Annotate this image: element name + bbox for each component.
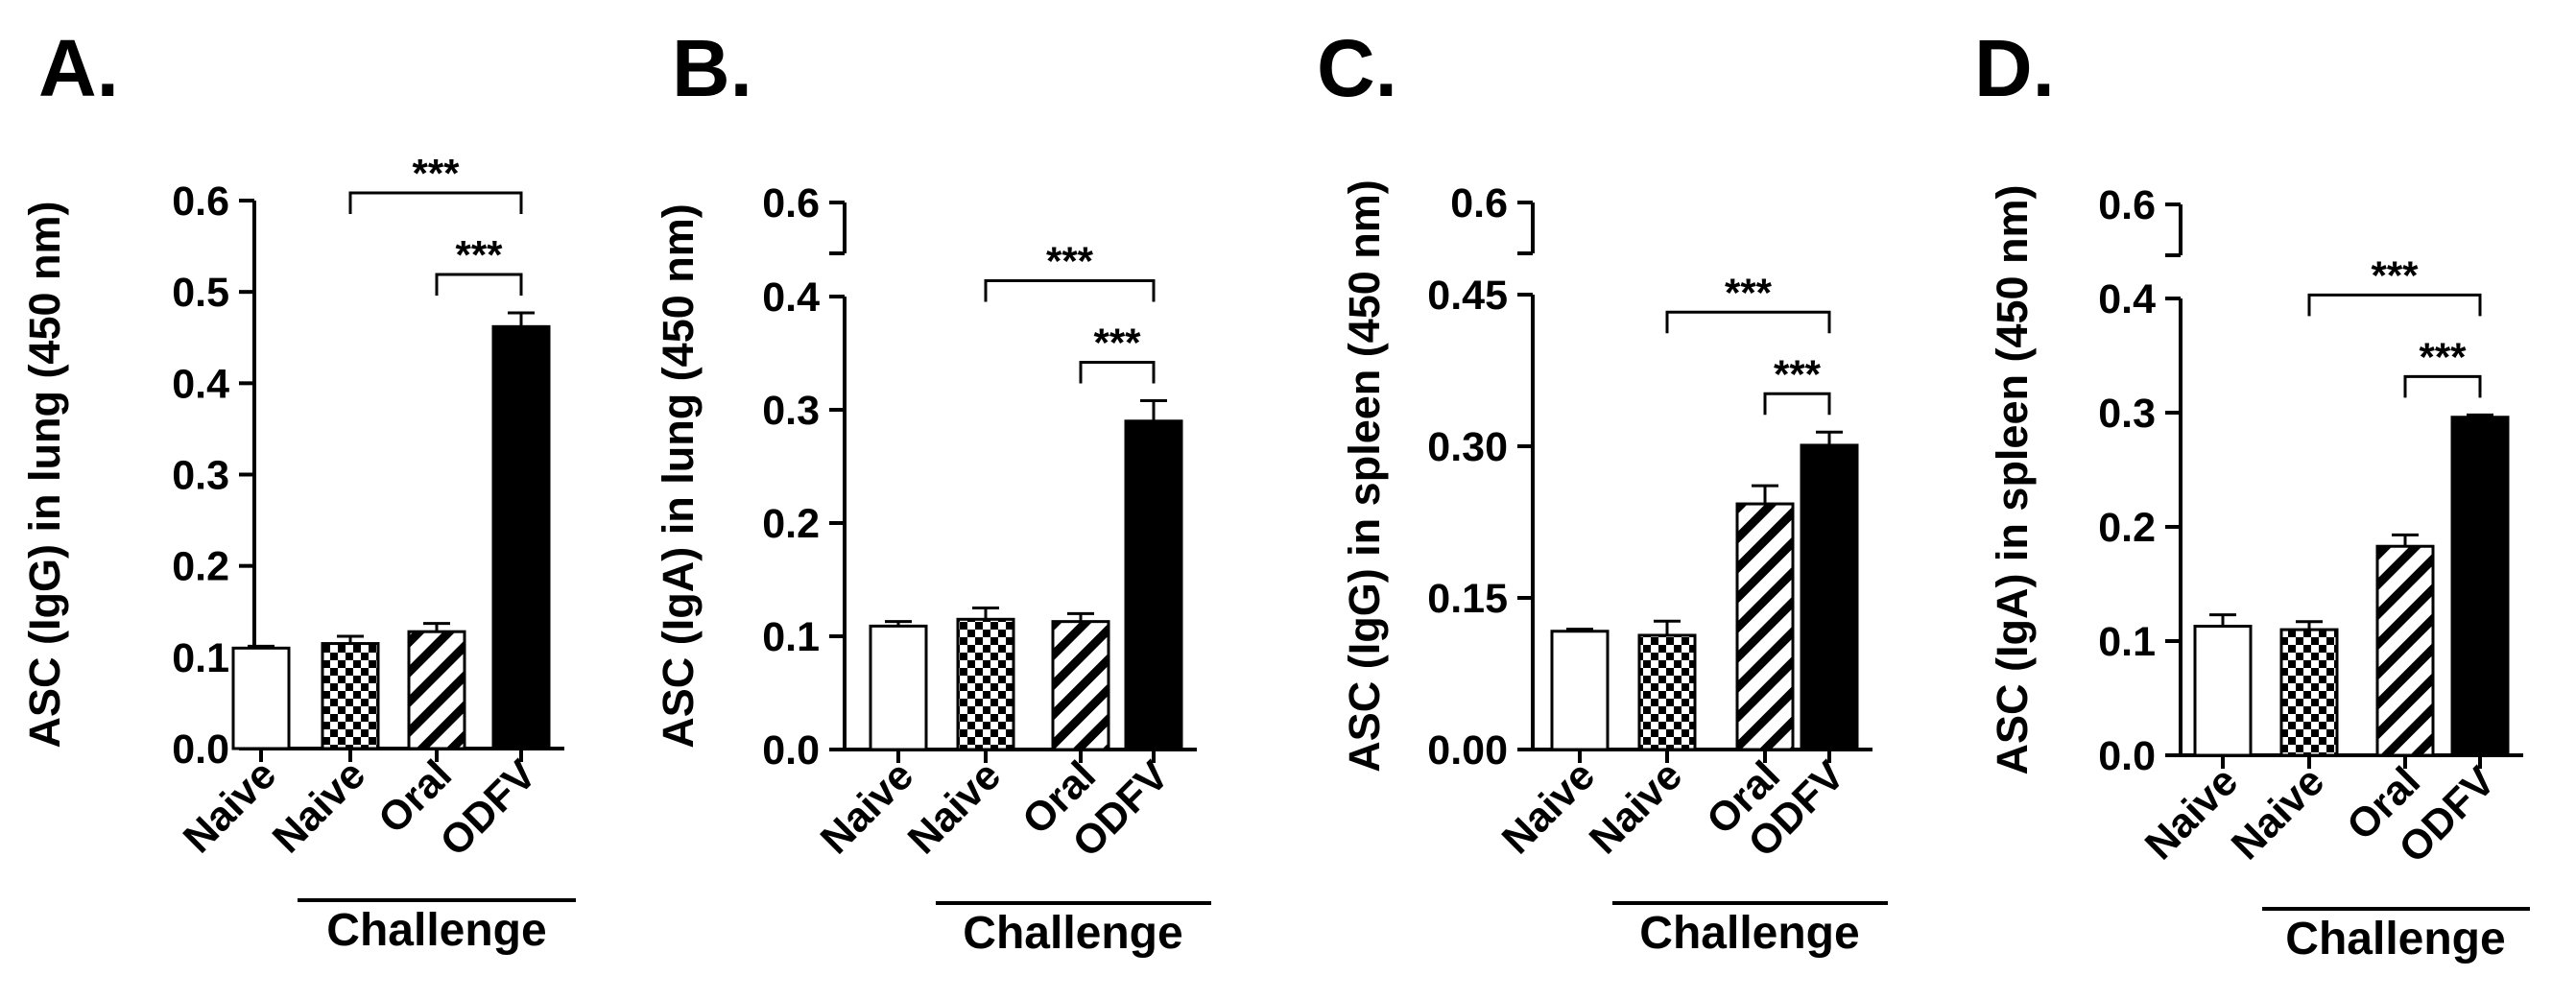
significance-label: *** [2419,334,2467,379]
significance-label: *** [1046,239,1094,284]
y-tick-label: 0.00 [1427,727,1508,774]
bar [491,324,551,750]
bar [231,646,291,750]
y-axis-title: ASC (IgG) in lung (450 nm) [20,202,69,749]
y-tick-label: 0.4 [762,274,820,321]
y-tick-label: 0.6 [2098,182,2156,228]
y-tick-label: 0.3 [2098,391,2156,437]
bar [1051,620,1110,751]
significance-bracket [2307,293,2482,317]
significance-bracket [1763,392,1831,416]
significance-bracket [984,279,1156,302]
significance-label: *** [1774,351,1822,396]
bar [1735,502,1795,751]
chart-panel-b: B. ASC (IgA) in lung (450 nm) 0.0 0.1 0.2 0.3… [654,23,1211,959]
y-tick-label: 0.45 [1427,273,1508,319]
y-tick-label: 0.2 [2098,505,2156,551]
bar [1637,633,1697,751]
significance-label: *** [412,151,460,196]
group-label: Challenge [1639,908,1859,959]
bar [321,642,380,750]
significance-bracket [435,273,523,297]
category-label: Naive [899,752,1010,863]
category-label: Naive [2223,758,2333,869]
bar [869,624,928,751]
y-tick-label: 0.4 [172,361,229,407]
panel-letter: B. [672,23,752,113]
y-tick-label: 0.30 [1427,424,1508,470]
y-tick-label: 0.15 [1427,576,1508,622]
bar [2279,628,2339,757]
significance-bracket [348,191,523,215]
category-label: Naive [264,751,374,862]
bar [2193,625,2253,757]
bar [407,630,466,750]
significance-bracket [2403,374,2482,398]
panel-letter: C. [1317,23,1397,113]
group-label: Challenge [326,905,546,956]
y-tick-label: 0.1 [762,614,820,660]
y-tick-label: 0.6 [1450,180,1508,226]
category-label: Naive [1581,752,1691,863]
y-tick-label: 0.3 [762,388,820,434]
bar [1800,443,1859,751]
y-tick-label: 0.1 [2098,619,2156,665]
y-tick-label: 0.1 [172,635,229,681]
bar [1124,419,1183,751]
y-tick-label: 0.5 [172,270,229,316]
y-tick-label: 0.3 [172,453,229,499]
significance-bracket [1665,310,1831,334]
bar [1550,630,1610,751]
significance-label: *** [455,232,503,277]
y-tick-label: 0.0 [762,727,820,774]
y-tick-label: 0.6 [172,179,229,225]
bar [2375,544,2435,757]
y-tick-label: 0.4 [2098,276,2156,322]
significance-label: *** [2371,252,2419,298]
significance-label: *** [1725,270,1773,315]
y-tick-label: 0.2 [172,544,229,590]
bar [2450,416,2510,757]
category-label: ODFV [432,751,546,866]
y-tick-label: 0.0 [172,726,229,773]
chart-panel-c: C. ASC (IgG) in spleen (450 nm) 0.00 0.15 0.… [1317,23,1888,959]
panel-letter: D. [1974,23,2055,113]
significance-bracket [1079,361,1156,384]
group-label: Challenge [963,908,1182,959]
bar [956,617,1015,751]
chart-panel-d: D. ASC (IgA) in spleen (450 nm) 0.0 0.1 0.2 0… [1974,23,2530,964]
category-label: Naive [812,752,922,863]
category-label: Naive [1493,752,1604,863]
y-tick-label: 0.0 [2098,733,2156,779]
chart-panel-a: A. ASC (IgG) in lung (450 nm) 0.0 0.1 0.2 0.3… [20,23,576,956]
y-axis-title: ASC (IgA) in spleen (450 nm) [1988,184,2037,774]
y-tick-label: 0.2 [762,501,820,547]
y-tick-label: 0.6 [762,180,820,226]
y-axis-title: ASC (IgG) in spleen (450 nm) [1340,179,1389,773]
significance-label: *** [1093,321,1141,366]
y-axis-title: ASC (IgA) in lung (450 nm) [654,203,703,749]
panel-letter: A. [38,23,119,113]
group-label: Challenge [2285,914,2505,964]
